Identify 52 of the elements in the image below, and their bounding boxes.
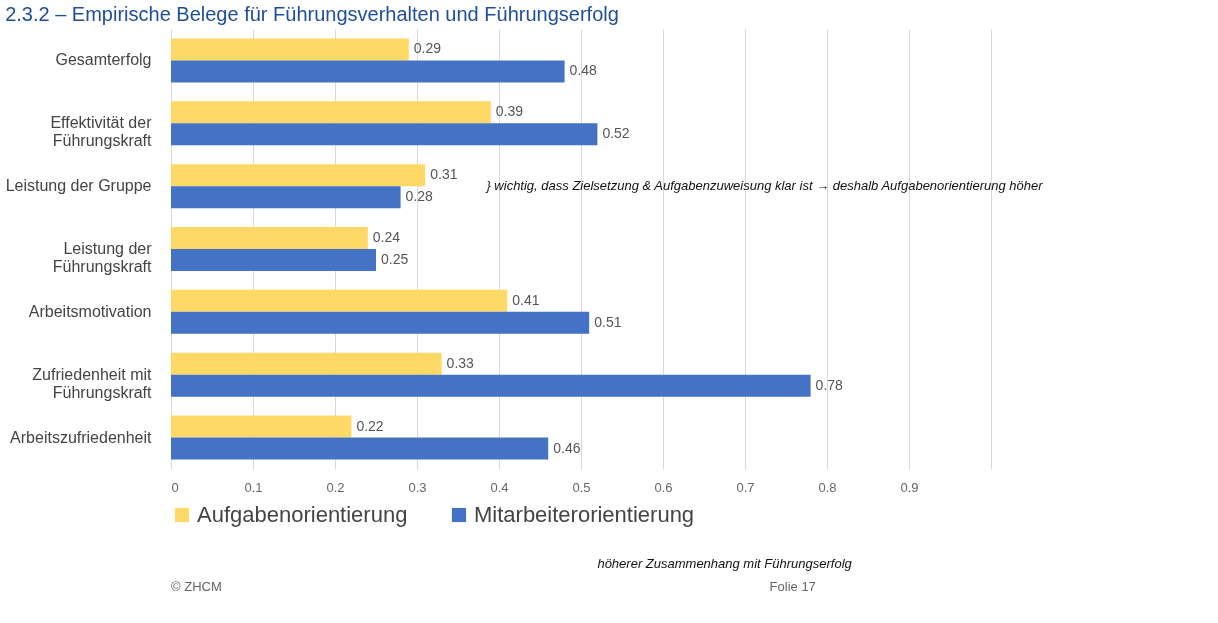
bar [171, 437, 549, 460]
bar [171, 164, 426, 187]
bar [171, 123, 598, 146]
data-label: 0.39 [495, 103, 524, 120]
text: höherer Zusammenhang mit Führungserfolg [597, 556, 853, 571]
legend-label: Aufgabenorientierung [197, 502, 408, 527]
x-tick-label: 0.6 [654, 479, 673, 495]
y-tick-label: Zufriedenheit mit Führungskraft [32, 365, 153, 401]
annotation: } wichtig, dass Zielsetzung & Aufgabenzuweisung klar ist → deshalb Aufgabenorientierung höher [484, 178, 1044, 194]
y-tick-label: Arbeitsmotivation [28, 302, 152, 320]
bar [171, 60, 565, 83]
bar [171, 38, 409, 61]
data-label: 0.52 [602, 125, 630, 142]
y-tick-label: Arbeitszufriedenheit [10, 428, 153, 446]
bar [171, 186, 401, 209]
x-tick-label: 0.7 [736, 479, 755, 495]
x-tick-label: 0.9 [900, 479, 919, 495]
chart-title: 2.3.2 – Empirische Belege für Führungsverhalten und Führungserfolg [5, 3, 619, 25]
bar [171, 289, 508, 312]
text: Folie 17 [769, 579, 816, 594]
bar [171, 249, 376, 271]
data-label: 0.51 [594, 313, 622, 330]
bar [171, 101, 491, 124]
y-tick-label: Effektivität der Führungskraft [50, 114, 153, 150]
data-label: 0.78 [815, 376, 844, 393]
data-label: 0.24 [372, 229, 401, 245]
y-tick-label: Leistung der Führungskraft [52, 240, 153, 275]
bar [171, 415, 352, 438]
data-label: 0.41 [512, 291, 540, 308]
data-label: 0.25 [381, 251, 409, 267]
data-label: 0.31 [430, 166, 458, 183]
x-tick-label: 0.8 [818, 479, 837, 495]
y-tick-label: Gesamterfolg [55, 51, 152, 69]
bar [171, 374, 811, 397]
x-tick-label: 0.4 [490, 479, 509, 495]
data-label: 0.48 [569, 62, 598, 79]
y-tick-label: Leistung der Gruppe [5, 177, 152, 195]
bar [171, 352, 442, 375]
x-tick-label: 0.3 [408, 479, 427, 495]
data-label: 0.29 [413, 40, 442, 57]
data-label: 0.33 [446, 354, 475, 371]
data-label: 0.28 [405, 188, 434, 205]
data-label: 0.22 [356, 417, 384, 434]
x-tick-label: 0.1 [244, 479, 263, 495]
x-tick-label: 0.2 [326, 479, 345, 495]
text: © ZHCM [171, 579, 222, 594]
x-tick-label: 0 [171, 479, 179, 495]
bar [171, 311, 590, 334]
x-tick-label: 0.5 [572, 479, 591, 495]
data-label: 0.46 [553, 439, 581, 456]
bar [171, 227, 368, 249]
legend-label: Mitarbeiterorientierung [474, 502, 695, 527]
